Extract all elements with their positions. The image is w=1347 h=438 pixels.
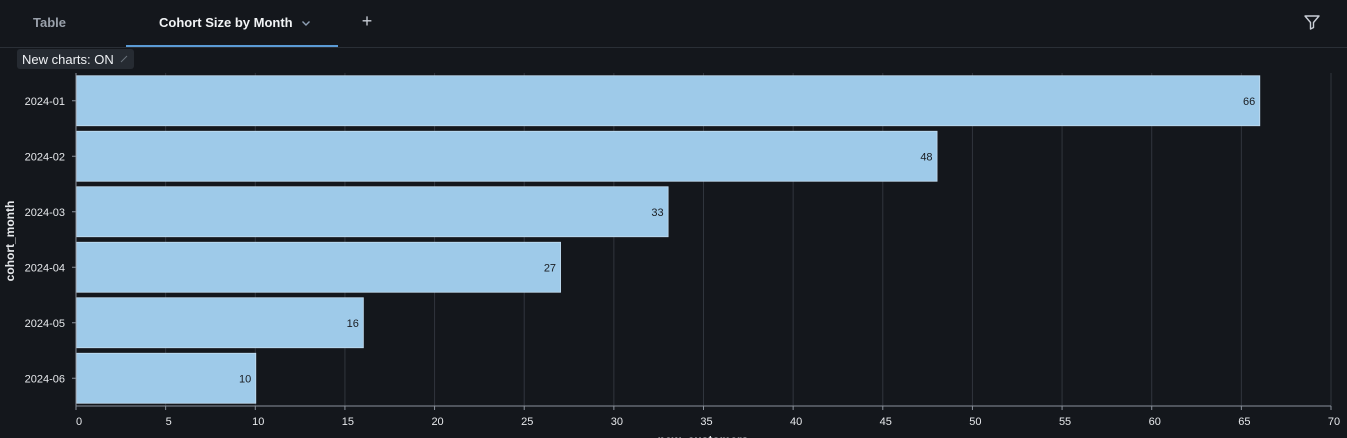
bar-value-label: 27	[544, 262, 556, 274]
x-tick-label: 0	[76, 416, 82, 428]
x-axis: 0 5 10 15 20 25 30 35 40 45 50 55 60 65 70	[75, 405, 1340, 428]
y-axis-title: cohort_month	[3, 201, 17, 282]
chevron-down-icon[interactable]	[301, 18, 311, 28]
y-axis: 2024-01 2024-02 2024-03 2024-04 2024-05 2024-…	[25, 73, 77, 406]
y-tick-label: 2024-03	[25, 207, 65, 219]
pencil-icon	[120, 55, 128, 63]
filter-icon	[1304, 15, 1320, 30]
tab-table[interactable]: Table	[33, 0, 66, 45]
x-tick-label: 40	[790, 416, 802, 428]
new-charts-toggle-label: New charts: ON	[22, 51, 114, 67]
x-tick-label: 45	[880, 416, 892, 428]
tab-bar: Table Cohort Size by Month +	[0, 0, 1347, 48]
bar-value-label: 66	[1243, 96, 1255, 108]
tab-cohort-size-by-month[interactable]: Cohort Size by Month	[126, 0, 338, 47]
bar-value-label: 33	[651, 207, 663, 219]
bar[interactable]	[76, 352, 257, 404]
x-tick-label: 5	[166, 416, 172, 428]
x-tick-label: 25	[521, 416, 533, 428]
y-tick-label: 2024-02	[25, 151, 65, 163]
plus-icon: +	[361, 10, 373, 31]
bar[interactable]	[76, 186, 669, 238]
bar[interactable]	[76, 241, 561, 293]
x-tick-label: 15	[342, 416, 354, 428]
bar-value-label: 16	[347, 318, 359, 330]
x-tick-label: 70	[1328, 416, 1340, 428]
y-tick-label: 2024-05	[25, 318, 65, 330]
x-tick-label: 60	[1149, 416, 1161, 428]
bar-value-label: 10	[239, 373, 251, 385]
y-tick-label: 2024-04	[25, 262, 65, 274]
tab-active-label: Cohort Size by Month	[159, 15, 293, 30]
x-tick-label: 55	[1059, 416, 1071, 428]
y-tick-label: 2024-06	[25, 373, 65, 385]
bar[interactable]	[76, 75, 1261, 127]
bar-value-label: 48	[920, 151, 932, 163]
bars: 66 48 33 27 16 10	[76, 75, 1261, 404]
y-tick-label: 2024-01	[25, 96, 65, 108]
bar[interactable]	[76, 130, 938, 182]
x-tick-label: 30	[611, 416, 623, 428]
x-tick-label: 10	[252, 416, 264, 428]
new-charts-toggle[interactable]: New charts: ON	[17, 49, 134, 69]
bar[interactable]	[76, 297, 364, 349]
x-tick-label: 65	[1238, 416, 1250, 428]
x-tick-label: 20	[431, 416, 443, 428]
x-axis-title: new_customers	[658, 433, 749, 438]
tab-table-label: Table	[33, 15, 66, 30]
gridlines	[75, 73, 1332, 406]
x-tick-label: 35	[700, 416, 712, 428]
add-tab-button[interactable]: +	[356, 10, 378, 32]
x-tick-label: 50	[969, 416, 981, 428]
filter-button[interactable]	[1302, 12, 1322, 32]
